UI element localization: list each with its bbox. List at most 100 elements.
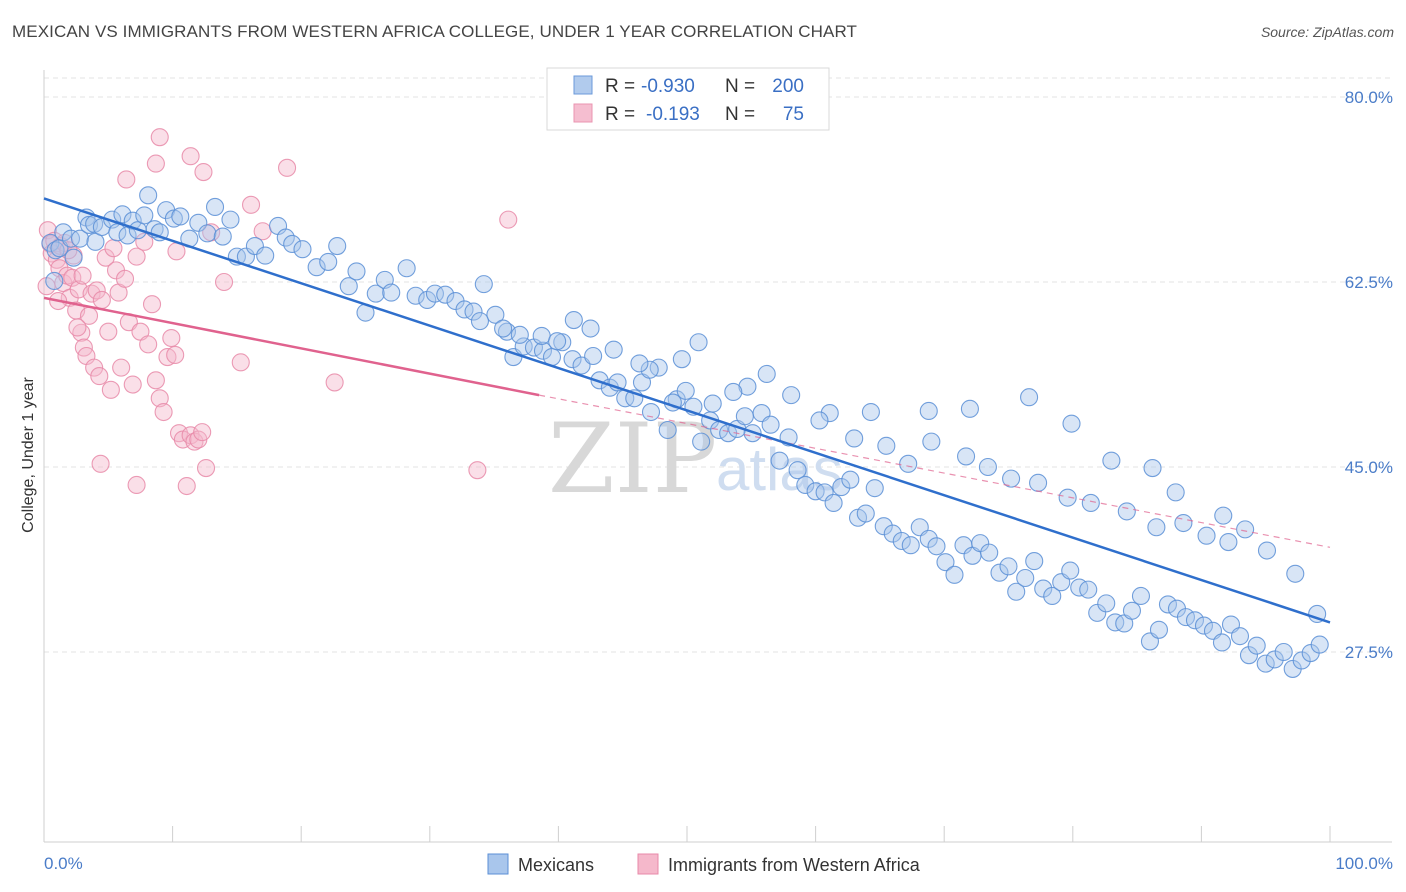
mexicans-point [1143, 459, 1162, 478]
stats-r-label-1: R = [605, 76, 635, 97]
immigrants-point [325, 373, 344, 392]
mexicans-point [1236, 520, 1255, 539]
mexicans-point [971, 534, 990, 553]
mexicans-point [563, 350, 582, 369]
mexicans-point [494, 319, 513, 338]
mexicans-point [815, 483, 834, 502]
mexicans-point [782, 386, 801, 405]
mexicans-point [1117, 502, 1136, 521]
mexicans-point [649, 358, 668, 377]
mexicans-point [1219, 533, 1238, 552]
mexicans-point [293, 240, 312, 259]
mexicans-point [832, 478, 851, 497]
immigrants-point [154, 402, 173, 422]
mexicans-point [735, 407, 754, 426]
mexicans-point [533, 341, 553, 360]
mexicans-point [64, 248, 83, 267]
mexicans-point [135, 206, 154, 225]
mexicans-point [1212, 633, 1232, 652]
stats-r-value-1: -0.930 [641, 76, 695, 97]
x-tick-labels: 0.0% 100.0% [44, 854, 1393, 873]
mexicans-point [761, 415, 780, 434]
y-axis-title: College, Under 1 year [20, 377, 37, 533]
mexicans-point [1007, 582, 1026, 601]
mexicans-point [366, 284, 385, 303]
mexicans-point [689, 333, 708, 352]
mexicans-point [1286, 564, 1305, 583]
y-tick-label: 80.0% [1345, 88, 1393, 107]
mexicans-point [1149, 620, 1169, 639]
immigrants-point [142, 295, 162, 314]
stats-n-value-2: 75 [783, 104, 804, 125]
mexicans-point [406, 286, 425, 305]
immigrants-point [499, 210, 518, 229]
legend-mexicans-swatch [487, 853, 509, 875]
mexicans-point [1062, 414, 1081, 433]
mexicans-point [1158, 595, 1178, 614]
mexicans-point [436, 285, 455, 304]
mexicans-point [796, 475, 815, 495]
immigrants-point [468, 461, 487, 480]
immigrants-point [115, 269, 135, 288]
immigrants-point [117, 170, 136, 189]
mexicans-point [936, 553, 955, 572]
stats-r-value-2: -0.193 [646, 104, 700, 125]
mexicans-point [824, 493, 843, 512]
immigrants-point [241, 195, 261, 214]
mexicans-point [874, 517, 893, 536]
immigrants-point [214, 272, 234, 292]
immigrants-point [96, 248, 115, 267]
mexicans-point [945, 565, 964, 584]
mexicans-point [892, 531, 911, 551]
mexicans-point [806, 482, 825, 501]
mexicans-point [470, 312, 490, 331]
immigrants-point [166, 345, 185, 364]
mexicans-point [1214, 506, 1233, 525]
mexicans-point [757, 364, 776, 384]
source-label: Source: ZipAtlas.com [1260, 24, 1394, 40]
mexicans-point [1147, 518, 1166, 537]
immigrants-point [193, 423, 212, 442]
mexicans-point [770, 451, 789, 470]
mexicans-point [1061, 561, 1080, 580]
mexicans-point [1274, 642, 1293, 662]
mexicans-point [901, 536, 920, 555]
mexicans-point [641, 402, 661, 422]
mexicans-point [164, 209, 183, 228]
mexicans-point [957, 447, 976, 466]
mexicans-point [604, 340, 623, 359]
immigrants-point [146, 371, 165, 390]
mexicans-point [1230, 627, 1250, 646]
immigrants-point [135, 232, 154, 251]
immigrants-point [87, 281, 106, 300]
immigrants-point [139, 335, 158, 354]
mexicans-point [999, 557, 1018, 576]
mexicans-point [1029, 473, 1048, 492]
mexicans-point [319, 252, 338, 271]
mexicans-point [584, 346, 603, 366]
mexicans-point [397, 259, 416, 278]
mexicans-point [1292, 651, 1311, 670]
mexicans-point [877, 436, 896, 455]
x-tick-label-max: 100.0% [1335, 854, 1393, 873]
mexicans-point [70, 229, 90, 248]
watermark: ZIP atlas [548, 403, 843, 515]
stats-n-value-1: 200 [772, 76, 804, 97]
mexicans-point [1102, 451, 1121, 470]
immigrants-point [123, 375, 142, 394]
immigrants-trend-extension [538, 394, 1331, 548]
chart-title: MEXICAN VS IMMIGRANTS FROM WESTERN AFRIC… [12, 22, 858, 41]
stats-legend: R = -0.930 N = 200 R = -0.193 N = 75 [546, 67, 830, 131]
mexicans-point [990, 563, 1009, 582]
mexicans-point [382, 283, 401, 302]
immigrants-point [231, 353, 250, 372]
series-immigrants-points [37, 128, 518, 496]
mexicans-point [1257, 541, 1277, 560]
mexicans-point [1079, 580, 1098, 599]
mexicans-point [113, 205, 132, 224]
legend-mexicans-label: Mexicans [518, 855, 594, 875]
y-tick-labels: 27.5% 45.0% 62.5% 80.0% [1345, 88, 1393, 662]
legend-immigrants-swatch [637, 853, 659, 875]
legend-immigrants-label: Immigrants from Western Africa [668, 855, 921, 875]
mexicans-point [564, 311, 583, 330]
